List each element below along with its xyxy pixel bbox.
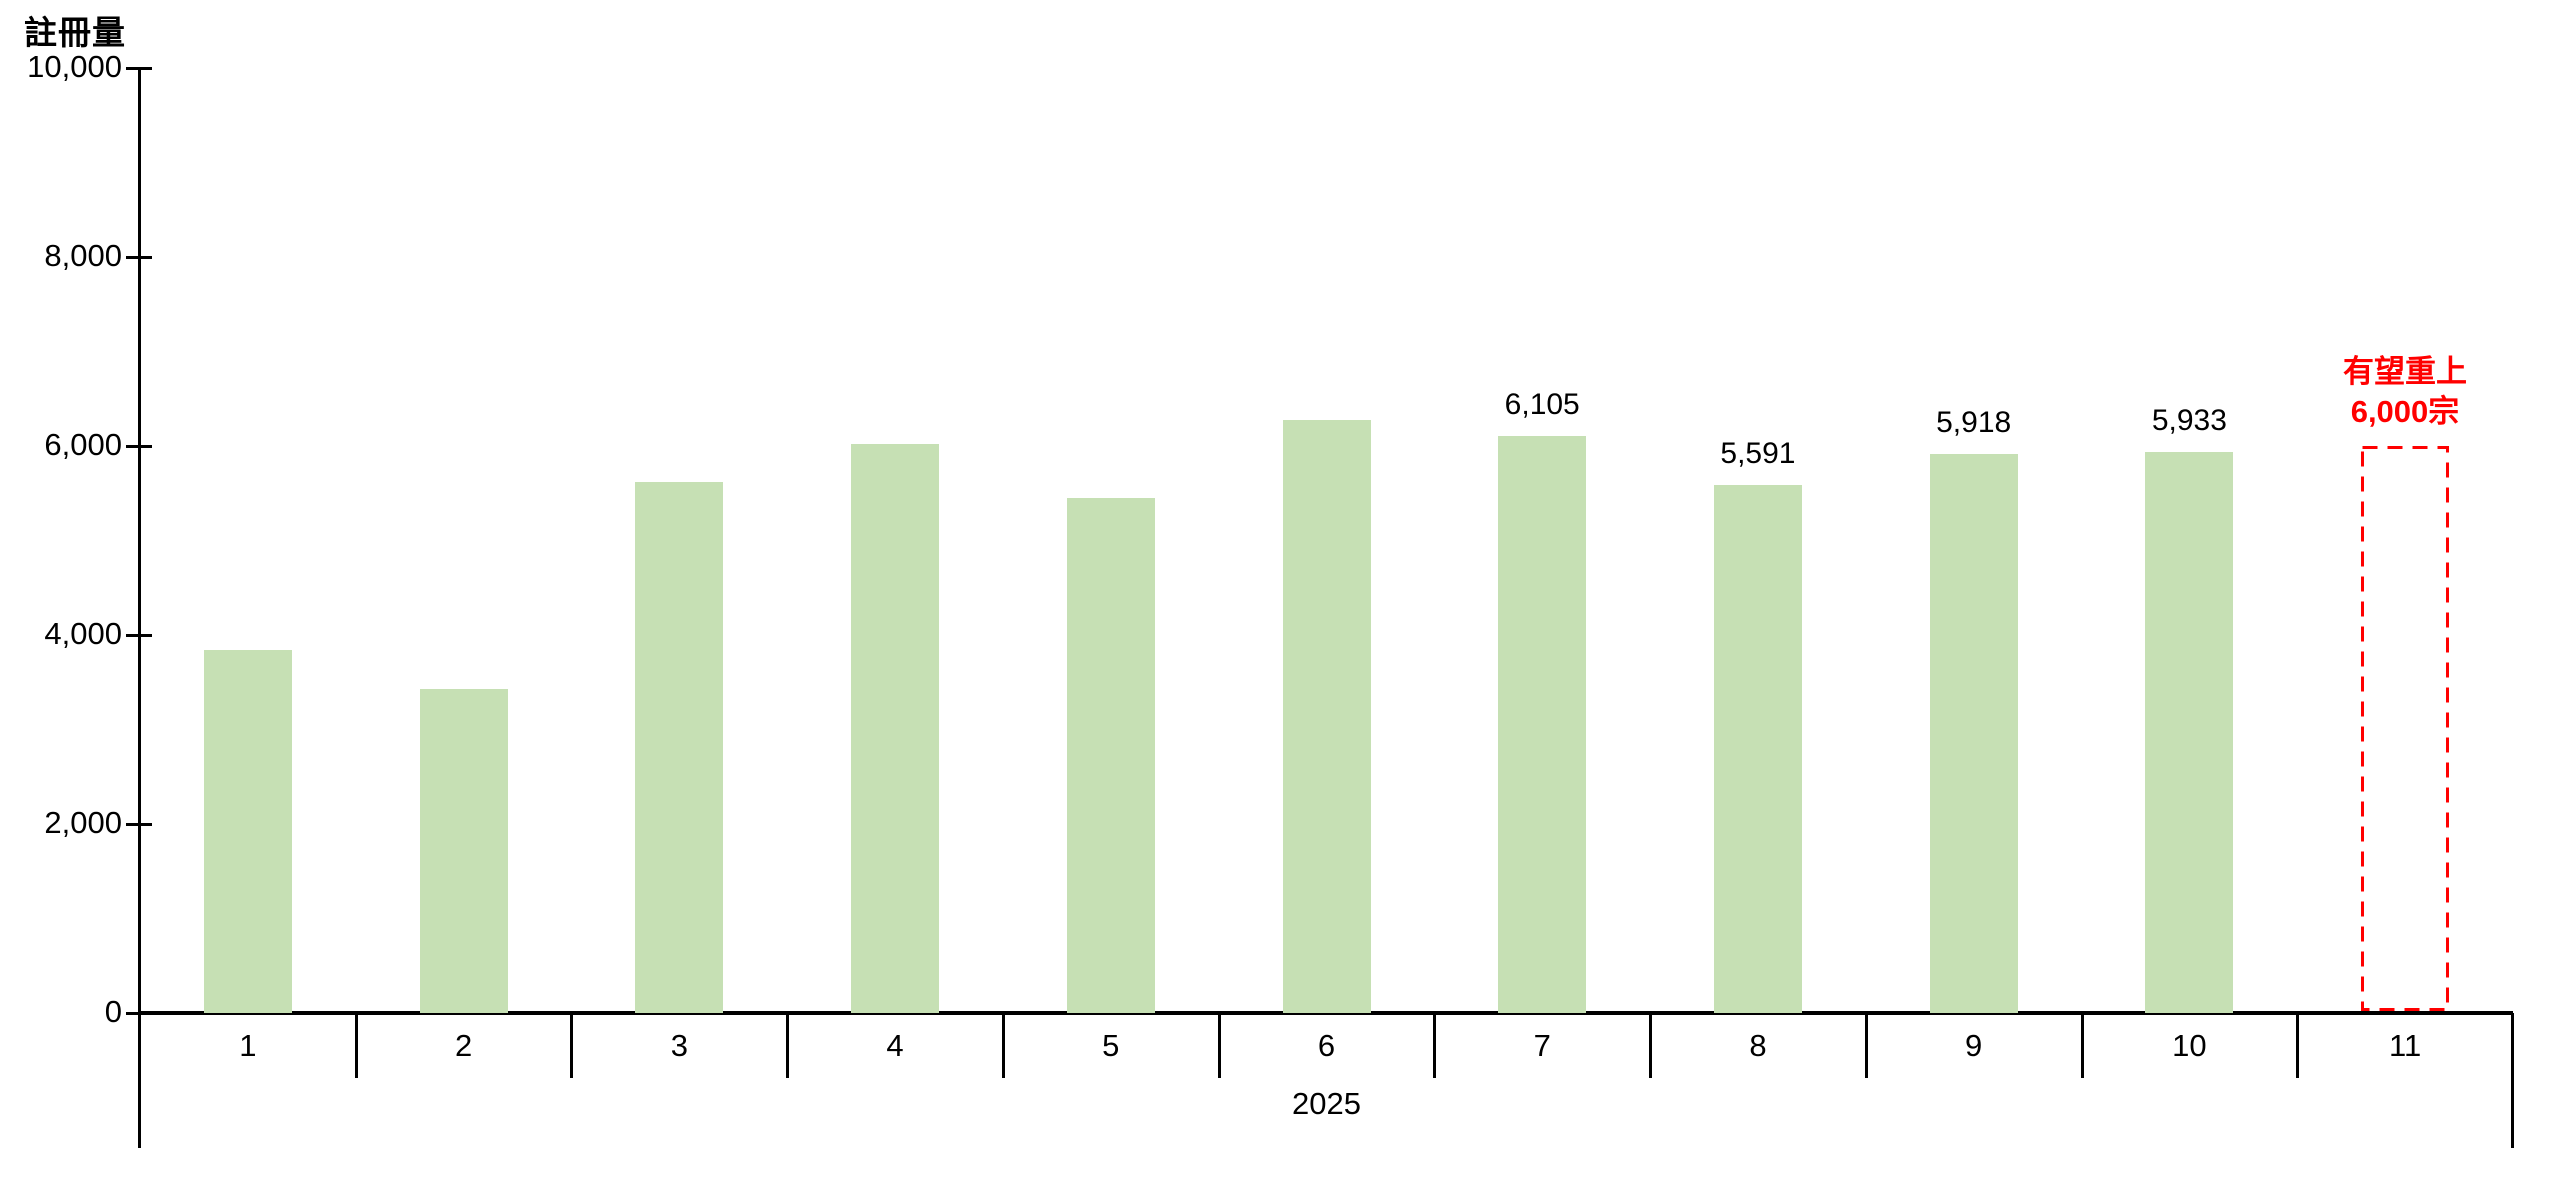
forecast-bar-outline [2361,446,2450,1011]
y-tick [126,67,152,70]
y-tick-label: 8,000 [44,238,122,273]
y-tick [126,634,152,637]
forecast-annotation-line2: 6,000宗 [2350,394,2460,429]
x-axis [140,1011,2513,1015]
month-separator [2080,1013,2084,1078]
bar [1713,484,1802,1013]
x-tick-label: 9 [1965,1028,1983,1063]
forecast-annotation: 有望重上 6,000宗 [2297,352,2513,432]
y-tick [126,823,152,826]
month-separator [354,1013,358,1078]
x-tick-label: 11 [2389,1028,2422,1063]
x-tick-label: 3 [670,1028,688,1063]
y-tick-label: 0 [104,994,122,1029]
x-tick-label: 6 [1317,1028,1336,1063]
month-separator [1217,1013,1221,1078]
bar-value-label: 6,105 [1504,388,1580,422]
bar [1282,420,1371,1013]
bar-value-label: 5,933 [2151,404,2227,438]
x-tick-label: 7 [1533,1028,1551,1063]
forecast-annotation-line1: 有望重上 [2343,354,2467,389]
month-separator [1433,1013,1437,1078]
x-tick-label: 10 [2172,1028,2207,1063]
y-tick-label: 10,000 [27,49,122,84]
bar [419,688,508,1013]
bar [851,444,940,1013]
x-tick-label: 5 [1102,1028,1120,1063]
bar [2145,452,2234,1013]
y-tick [126,256,152,259]
y-tick [126,1012,152,1015]
bar [635,481,724,1013]
x-axis-right-boundary [2511,1013,2514,1148]
bar [1498,436,1587,1013]
month-separator [570,1013,574,1078]
month-separator [1649,1013,1653,1078]
y-tick-label: 2,000 [44,805,122,840]
month-separator [2296,1013,2300,1078]
x-tick-label: 8 [1749,1028,1767,1063]
bar-value-label: 5,591 [1720,436,1796,470]
x-tick-label: 1 [239,1028,257,1063]
x-tick-label: 4 [886,1028,904,1063]
bar-value-label: 5,918 [1936,405,2012,439]
y-axis [138,68,141,1148]
bar [203,650,292,1013]
month-separator [786,1013,790,1078]
y-tick-label: 4,000 [44,616,122,651]
month-separator [1001,1013,1005,1078]
month-separator [1864,1013,1868,1078]
y-tick-label: 6,000 [44,427,122,462]
bar [1929,453,2018,1013]
x-tick-label: 2 [454,1028,473,1063]
y-tick [126,445,152,448]
y-axis-title: 註冊量 [24,14,126,51]
year-group-label: 2025 [1292,1086,1361,1121]
bar [1066,497,1155,1013]
